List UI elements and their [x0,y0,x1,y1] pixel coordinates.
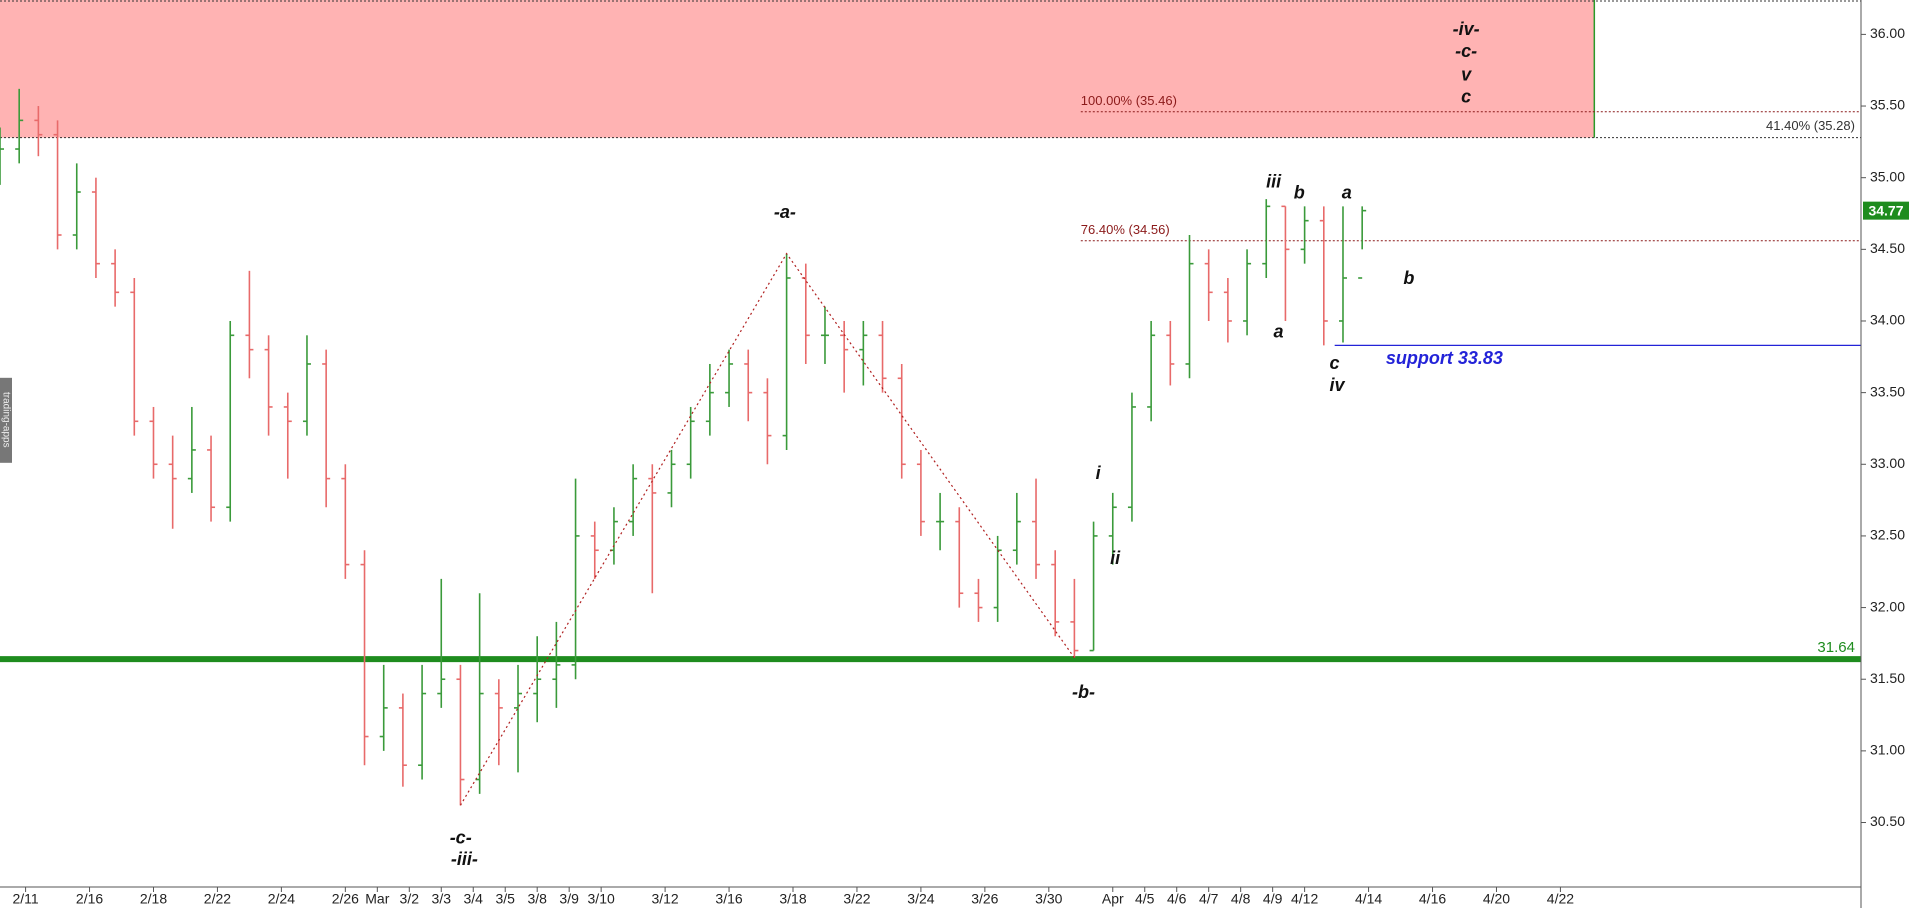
x-tick-label: 3/2 [400,891,420,907]
y-tick-label: 35.00 [1870,168,1905,184]
x-tick-label: 4/14 [1355,891,1382,907]
x-tick-label: 4/12 [1291,891,1318,907]
x-tick-label: 3/24 [907,891,934,907]
wave-label: -a- [774,202,796,222]
x-tick-label: 3/16 [715,891,742,907]
y-tick-label: 36.00 [1870,25,1905,41]
x-tick-label: 3/8 [527,891,547,907]
x-tick-label: 3/4 [464,891,484,907]
wave-label: a [1342,183,1352,203]
y-tick-label: 34.00 [1870,312,1905,328]
x-tick-label: 3/10 [588,891,615,907]
x-tick-label: 3/22 [843,891,870,907]
x-tick-label: 3/3 [432,891,452,907]
last-price-box [1863,201,1909,220]
wave-label: i [1096,463,1102,483]
y-tick-label: 30.50 [1870,813,1905,829]
level-label: 76.40% (34.56) [1081,222,1170,237]
y-tick-label: 35.50 [1870,97,1905,113]
y-tick-label: 33.50 [1870,383,1905,399]
x-tick-label: Apr [1102,891,1124,907]
last-price: 34.77 [1868,202,1903,218]
y-tick-label: 34.50 [1870,240,1905,256]
x-tick-label: 2/26 [332,891,359,907]
wave-label: -iv- [1453,19,1480,39]
x-tick-label: 4/22 [1547,891,1574,907]
x-tick-label: 4/7 [1199,891,1219,907]
y-tick-label: 31.00 [1870,742,1905,758]
wave-label: ii [1110,548,1121,568]
x-tick-label: 2/24 [268,891,295,907]
x-tick-label: 3/30 [1035,891,1062,907]
wave-label: v [1461,64,1472,84]
y-tick-label: 31.50 [1870,670,1905,686]
y-tick-label: 32.50 [1870,527,1905,543]
x-tick-label: 3/26 [971,891,998,907]
x-tick-label: 2/11 [12,891,38,907]
wave-label: iii [1266,172,1282,192]
x-tick-label: 3/5 [495,891,515,907]
x-tick-label: 2/22 [204,891,231,907]
x-tick-label: 2/16 [76,891,103,907]
wave-label: -c- [450,827,472,847]
wave-label: b [1294,183,1305,203]
wave-label: a [1273,321,1283,341]
watermark-bg [0,377,12,463]
wave-label: -c- [1455,41,1477,61]
wave-label: -b- [1072,682,1095,702]
x-tick-label: 4/8 [1231,891,1251,907]
x-tick-label: 2/18 [140,891,167,907]
x-tick-label: 3/18 [779,891,806,907]
level-label: support 33.83 [1386,348,1503,368]
x-tick-label: 4/5 [1135,891,1155,907]
wave-label: iv [1329,375,1345,395]
x-tick-label: 4/16 [1419,891,1446,907]
x-tick-label: Mar [365,891,389,907]
wave-trend [459,252,1075,806]
resistance-zone [0,0,1595,138]
level-label: 100.00% (35.46) [1081,93,1177,108]
level-label: 31.64 [1817,639,1855,656]
x-tick-label: 3/9 [559,891,579,907]
wave-label: b [1403,268,1414,288]
watermark: trading-apps [0,392,11,448]
watermark-tag: trading-apps [0,377,12,463]
wave-label: c [1330,353,1340,373]
x-tick-label: 4/9 [1263,891,1283,907]
y-tick-label: 32.00 [1870,598,1905,614]
x-tick-label: 3/12 [651,891,678,907]
wave-label: -iii- [451,849,478,869]
x-tick-label: 4/20 [1483,891,1510,907]
wave-label: c [1461,86,1471,106]
y-tick-label: 33.00 [1870,455,1905,471]
x-tick-label: 4/6 [1167,891,1187,907]
level-label: 41.40% (35.28) [1766,118,1855,133]
